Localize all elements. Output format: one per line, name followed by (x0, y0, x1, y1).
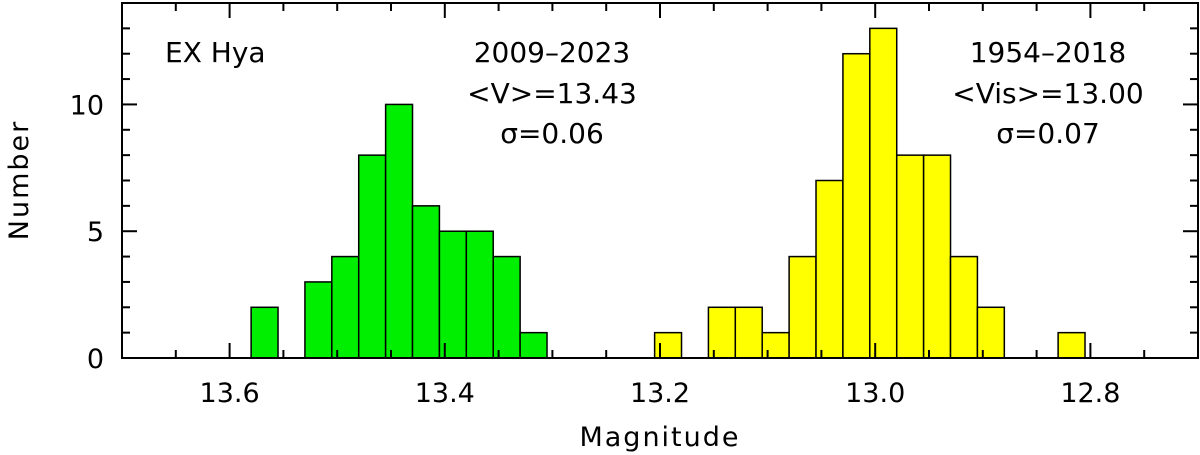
annotation: 2009–2023 (474, 36, 631, 69)
histogram-bar (384, 103, 414, 359)
histogram-bar (707, 306, 737, 359)
x-tick-label: 13.6 (200, 378, 260, 409)
histogram-bar (869, 27, 898, 359)
y-tick-label: 5 (87, 217, 104, 248)
histogram-bar (788, 255, 817, 359)
y-tick-label: 10 (70, 90, 104, 121)
annotation: σ=0.07 (996, 117, 1100, 150)
annotation: EX Hya (165, 36, 266, 69)
histogram-bar (922, 154, 952, 359)
histogram-bar (815, 179, 844, 359)
histogram-bar (519, 331, 548, 359)
histogram-bar (1057, 331, 1086, 359)
annotation: σ=0.06 (500, 117, 604, 150)
histogram-bar (976, 306, 1006, 359)
histogram-bar (492, 255, 521, 359)
histogram-bar (949, 255, 979, 359)
histogram-bar (331, 255, 360, 359)
annotation: 1954–2018 (970, 36, 1127, 69)
histogram-bar (653, 331, 683, 359)
y-tick-label: 0 (87, 344, 104, 375)
histogram-bar (895, 154, 925, 359)
histogram-bar (304, 281, 333, 359)
histogram-bar (465, 230, 494, 359)
annotation: <V>=13.43 (467, 77, 637, 110)
y-axis-label: Number (4, 120, 35, 240)
histogram-bar (357, 154, 387, 359)
histogram-bar (761, 331, 790, 359)
histogram-bar (842, 52, 871, 359)
x-tick-label: 13.0 (845, 378, 905, 409)
histogram-bar (734, 306, 763, 359)
x-axis-label: Magnitude (579, 422, 740, 453)
annotation: <Vis>=13.00 (952, 77, 1143, 110)
x-tick-label: 13.4 (415, 378, 475, 409)
histogram-bar (438, 230, 468, 359)
x-tick-label: 12.8 (1060, 378, 1120, 409)
x-tick-label: 13.2 (630, 378, 690, 409)
histogram-bar (250, 306, 279, 359)
histogram-bar (411, 205, 441, 359)
